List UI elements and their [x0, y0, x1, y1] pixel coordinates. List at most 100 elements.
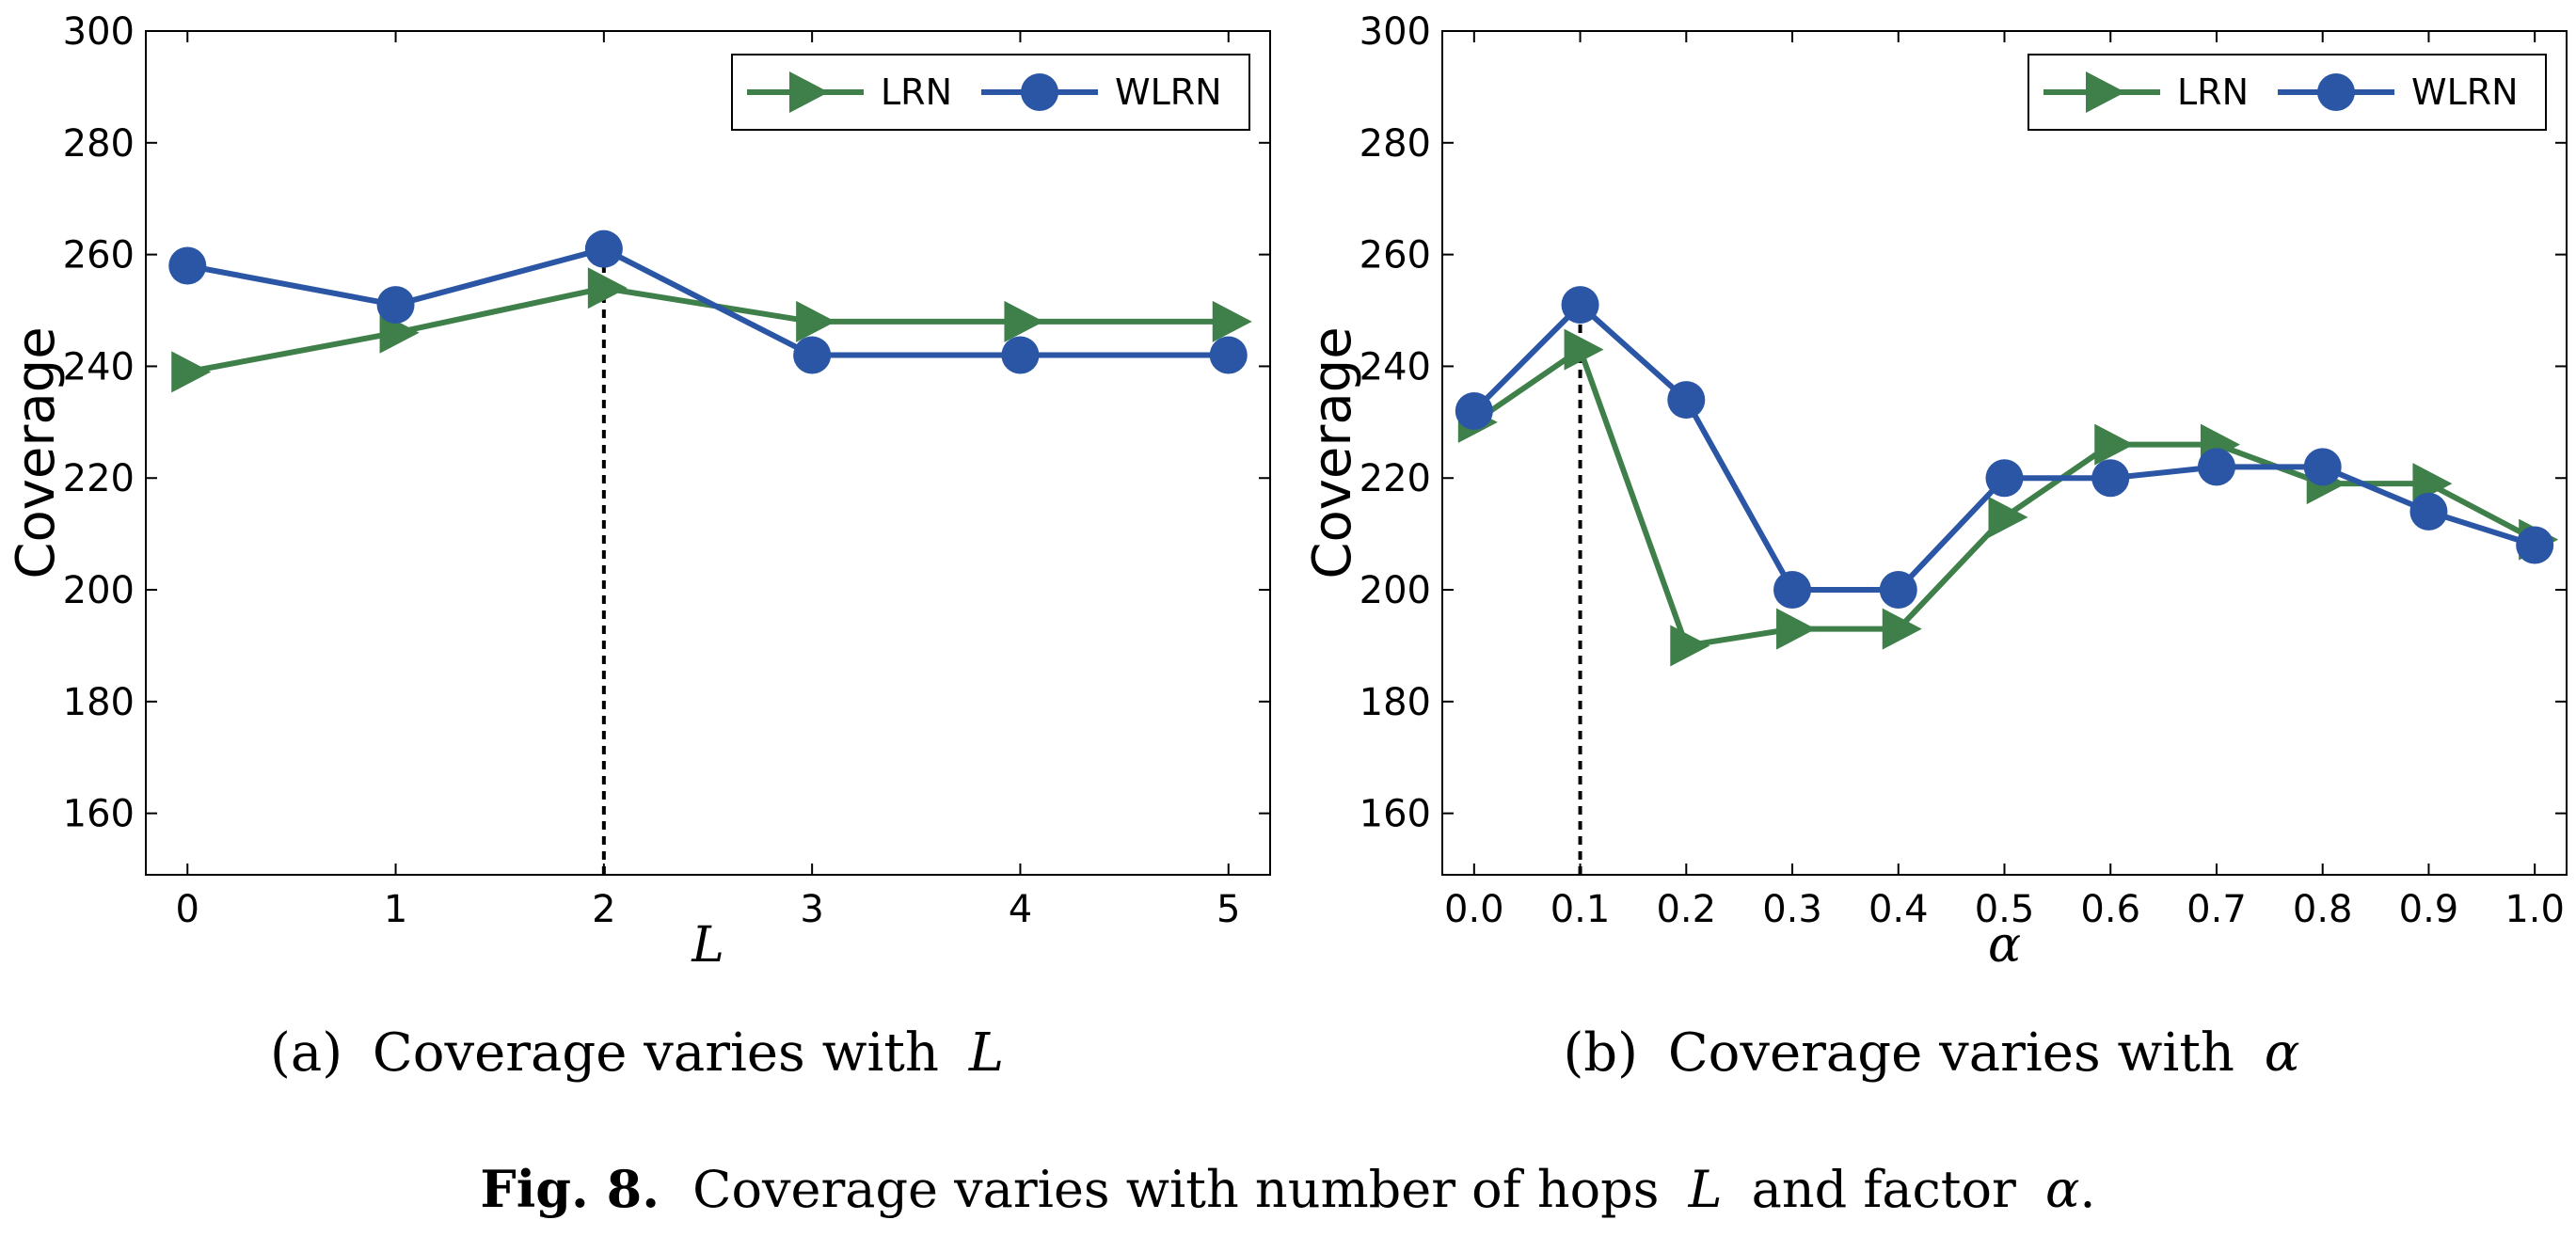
x-tick-label: 5 [1216, 888, 1240, 931]
y-tick-label: 180 [1360, 681, 1431, 724]
x-tick-label: 0.9 [2399, 888, 2459, 931]
y-tick-label: 260 [63, 234, 135, 277]
figure-caption-symbol-l: L [1688, 1160, 1723, 1219]
data-point-wlrn [376, 286, 415, 325]
x-tick-label: 3 [800, 888, 823, 931]
subcaption-b: (b) Coverage varies with α [1563, 1022, 2299, 1084]
legend-label-lrn: LRN [2177, 71, 2249, 113]
data-point-wlrn [2197, 448, 2235, 486]
y-tick-label: 220 [1360, 457, 1431, 500]
data-point-wlrn [793, 336, 832, 374]
x-tick-label: 0.5 [1975, 888, 2035, 931]
figure-caption-symbol-alpha: α [2045, 1160, 2079, 1219]
legend-marker-lrn [789, 71, 829, 113]
x-tick-label: 0 [176, 888, 199, 931]
data-point-lrn [171, 351, 212, 393]
legend: LRN WLRN [731, 54, 1250, 131]
y-tick-label: 300 [1360, 10, 1431, 54]
plot-frame [1441, 30, 2568, 876]
x-tick-label: 0.2 [1656, 888, 1716, 931]
series-wlrn [1455, 286, 2554, 610]
y-tick-label: 300 [63, 10, 135, 54]
x-tick-label: 1.0 [2504, 888, 2565, 931]
series-lrn [171, 267, 1252, 393]
y-tick-label: 180 [63, 681, 135, 724]
x-tick-label: 0.7 [2186, 888, 2247, 931]
series-line-wlrn [186, 246, 1229, 358]
subcaption-b-prefix: (b) [1563, 1022, 1638, 1084]
y-tick-label: 160 [63, 793, 135, 836]
subcaption-a: (a) Coverage varies with L [270, 1022, 1004, 1084]
subcaption-a-symbol: L [968, 1022, 1004, 1084]
legend-marker-wlrn [1021, 73, 1058, 111]
data-point-lrn [1212, 300, 1252, 342]
subcaption-a-text: Coverage varies with [373, 1022, 939, 1084]
data-point-wlrn [1455, 391, 1493, 430]
subcaption-b-text: Coverage varies with [1668, 1022, 2234, 1084]
legend-label-lrn: LRN [881, 71, 952, 113]
plot-frame [145, 30, 1271, 876]
data-point-lrn [796, 300, 836, 342]
x-axis-label: α [1988, 917, 2021, 974]
figure-caption-text-end: . [2079, 1160, 2095, 1219]
data-point-wlrn [1773, 571, 1812, 610]
x-tick-label: 0.6 [2080, 888, 2140, 931]
data-point-lrn [587, 267, 628, 309]
data-point-wlrn [1561, 286, 1599, 325]
y-tick-label: 220 [63, 457, 135, 500]
x-tick-label: 0.4 [1868, 888, 1929, 931]
data-point-wlrn [2409, 492, 2448, 531]
figure-caption-text-before: Coverage varies with number of hops [692, 1160, 1659, 1219]
x-tick-label: 2 [592, 888, 615, 931]
data-point-wlrn [1667, 381, 1706, 420]
chart-panel-b: 160 180 200 220 240 260 280 300 0.0 0.1 0.2 0.3 0.4 0… [1302, 10, 2568, 974]
data-point-lrn [1988, 496, 2028, 538]
data-point-wlrn [2303, 448, 2342, 486]
data-point-lrn [1564, 328, 1604, 371]
figure-caption-text-middle: and factor [1752, 1160, 2016, 1219]
data-point-lrn [2094, 423, 2135, 466]
data-point-wlrn [168, 246, 207, 285]
y-tick-label: 240 [1360, 345, 1431, 388]
y-tick-label: 200 [63, 569, 135, 612]
series-line-wlrn [1471, 302, 2536, 594]
y-axis-label: Coverage [1302, 326, 1363, 578]
legend: LRN WLRN [2027, 54, 2547, 131]
y-tick-label: 200 [1360, 569, 1431, 612]
legend-marker-wlrn [2317, 73, 2355, 111]
data-point-wlrn [2091, 459, 2130, 498]
data-point-lrn [1882, 608, 1922, 650]
y-tick-label: 260 [1360, 234, 1431, 277]
x-tick-label: 0.1 [1550, 888, 1611, 931]
x-tick-label: 4 [1009, 888, 1032, 931]
figure-caption-label: Fig. 8. [480, 1159, 660, 1219]
y-tick-label: 160 [1360, 793, 1431, 836]
x-axis-label: L [691, 917, 724, 974]
data-point-wlrn [2516, 526, 2554, 564]
data-point-wlrn [1879, 571, 1917, 610]
data-point-wlrn [1209, 336, 1248, 374]
data-point-lrn [1776, 608, 1817, 650]
series-wlrn [168, 230, 1248, 374]
series-line-lrn [1472, 346, 2536, 649]
x-tick-label: 0.0 [1444, 888, 1504, 931]
x-tick-label: 1 [384, 888, 407, 931]
legend-label-wlrn: WLRN [1115, 71, 1222, 113]
y-tick-label: 280 [63, 122, 135, 166]
x-tick-label: 0.3 [1762, 888, 1822, 931]
legend-marker-lrn [2086, 71, 2125, 113]
subcaption-b-symbol: α [2265, 1022, 2300, 1084]
y-tick-label: 280 [1360, 122, 1431, 166]
x-tick-label: 0.8 [2293, 888, 2353, 931]
data-point-wlrn [1985, 459, 2024, 498]
y-tick-label: 240 [63, 345, 135, 388]
chart-panel-a: 160 180 200 220 240 260 280 300 0 1 2 3 4 5 Coverage L L… [6, 10, 1271, 974]
data-point-lrn [1670, 625, 1710, 667]
data-point-wlrn [1001, 336, 1040, 374]
y-axis-label: Coverage [6, 326, 67, 578]
legend-label-wlrn: WLRN [2411, 71, 2519, 113]
figure-caption: Fig. 8. Coverage varies with number of h… [480, 1159, 2095, 1219]
data-point-wlrn [584, 230, 623, 268]
subcaption-a-prefix: (a) [270, 1022, 342, 1084]
